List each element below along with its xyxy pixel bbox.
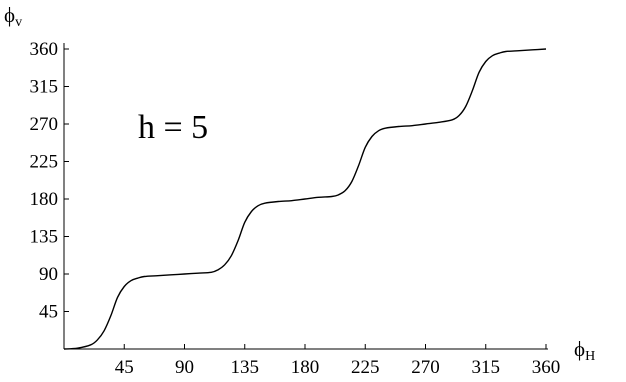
y-tick-label: 315: [30, 77, 59, 98]
y-tick-label: 135: [30, 227, 59, 248]
x-tick-label: 180: [291, 357, 320, 378]
x-tick-label: 45: [115, 357, 134, 378]
y-tick-label: 90: [39, 264, 58, 285]
y-tick-label: 360: [30, 39, 59, 60]
y-tick-label: 180: [30, 189, 59, 210]
x-tick-label: 270: [411, 357, 440, 378]
y-tick-label: 45: [39, 302, 58, 323]
y-axis-label-subscript: v: [15, 15, 22, 30]
y-ticks: 45 90 135 180 225 270 315 360: [30, 39, 69, 323]
x-tick-label: 225: [351, 357, 380, 378]
chart-annotation: h = 5: [138, 109, 208, 146]
series: [63, 48, 547, 350]
axes: [63, 43, 548, 350]
x-tick-label: 90: [175, 357, 194, 378]
x-axis-label: ϕH: [574, 337, 595, 364]
y-tick-label: 270: [30, 114, 59, 135]
x-axis-label-subscript: H: [585, 349, 595, 364]
series-line-0: [63, 48, 547, 350]
x-tick-label: 315: [472, 357, 501, 378]
x-axis-label-symbol: ϕ: [574, 337, 585, 361]
y-tick-label: 225: [30, 152, 59, 173]
x-tick-label: 360: [532, 357, 561, 378]
x-tick-label: 135: [231, 357, 260, 378]
x-ticks: 45 90 135 180 225 270 315 360: [115, 344, 561, 378]
y-axis-label-symbol: ϕ: [4, 3, 15, 27]
y-axis-label: ϕv: [4, 3, 22, 30]
